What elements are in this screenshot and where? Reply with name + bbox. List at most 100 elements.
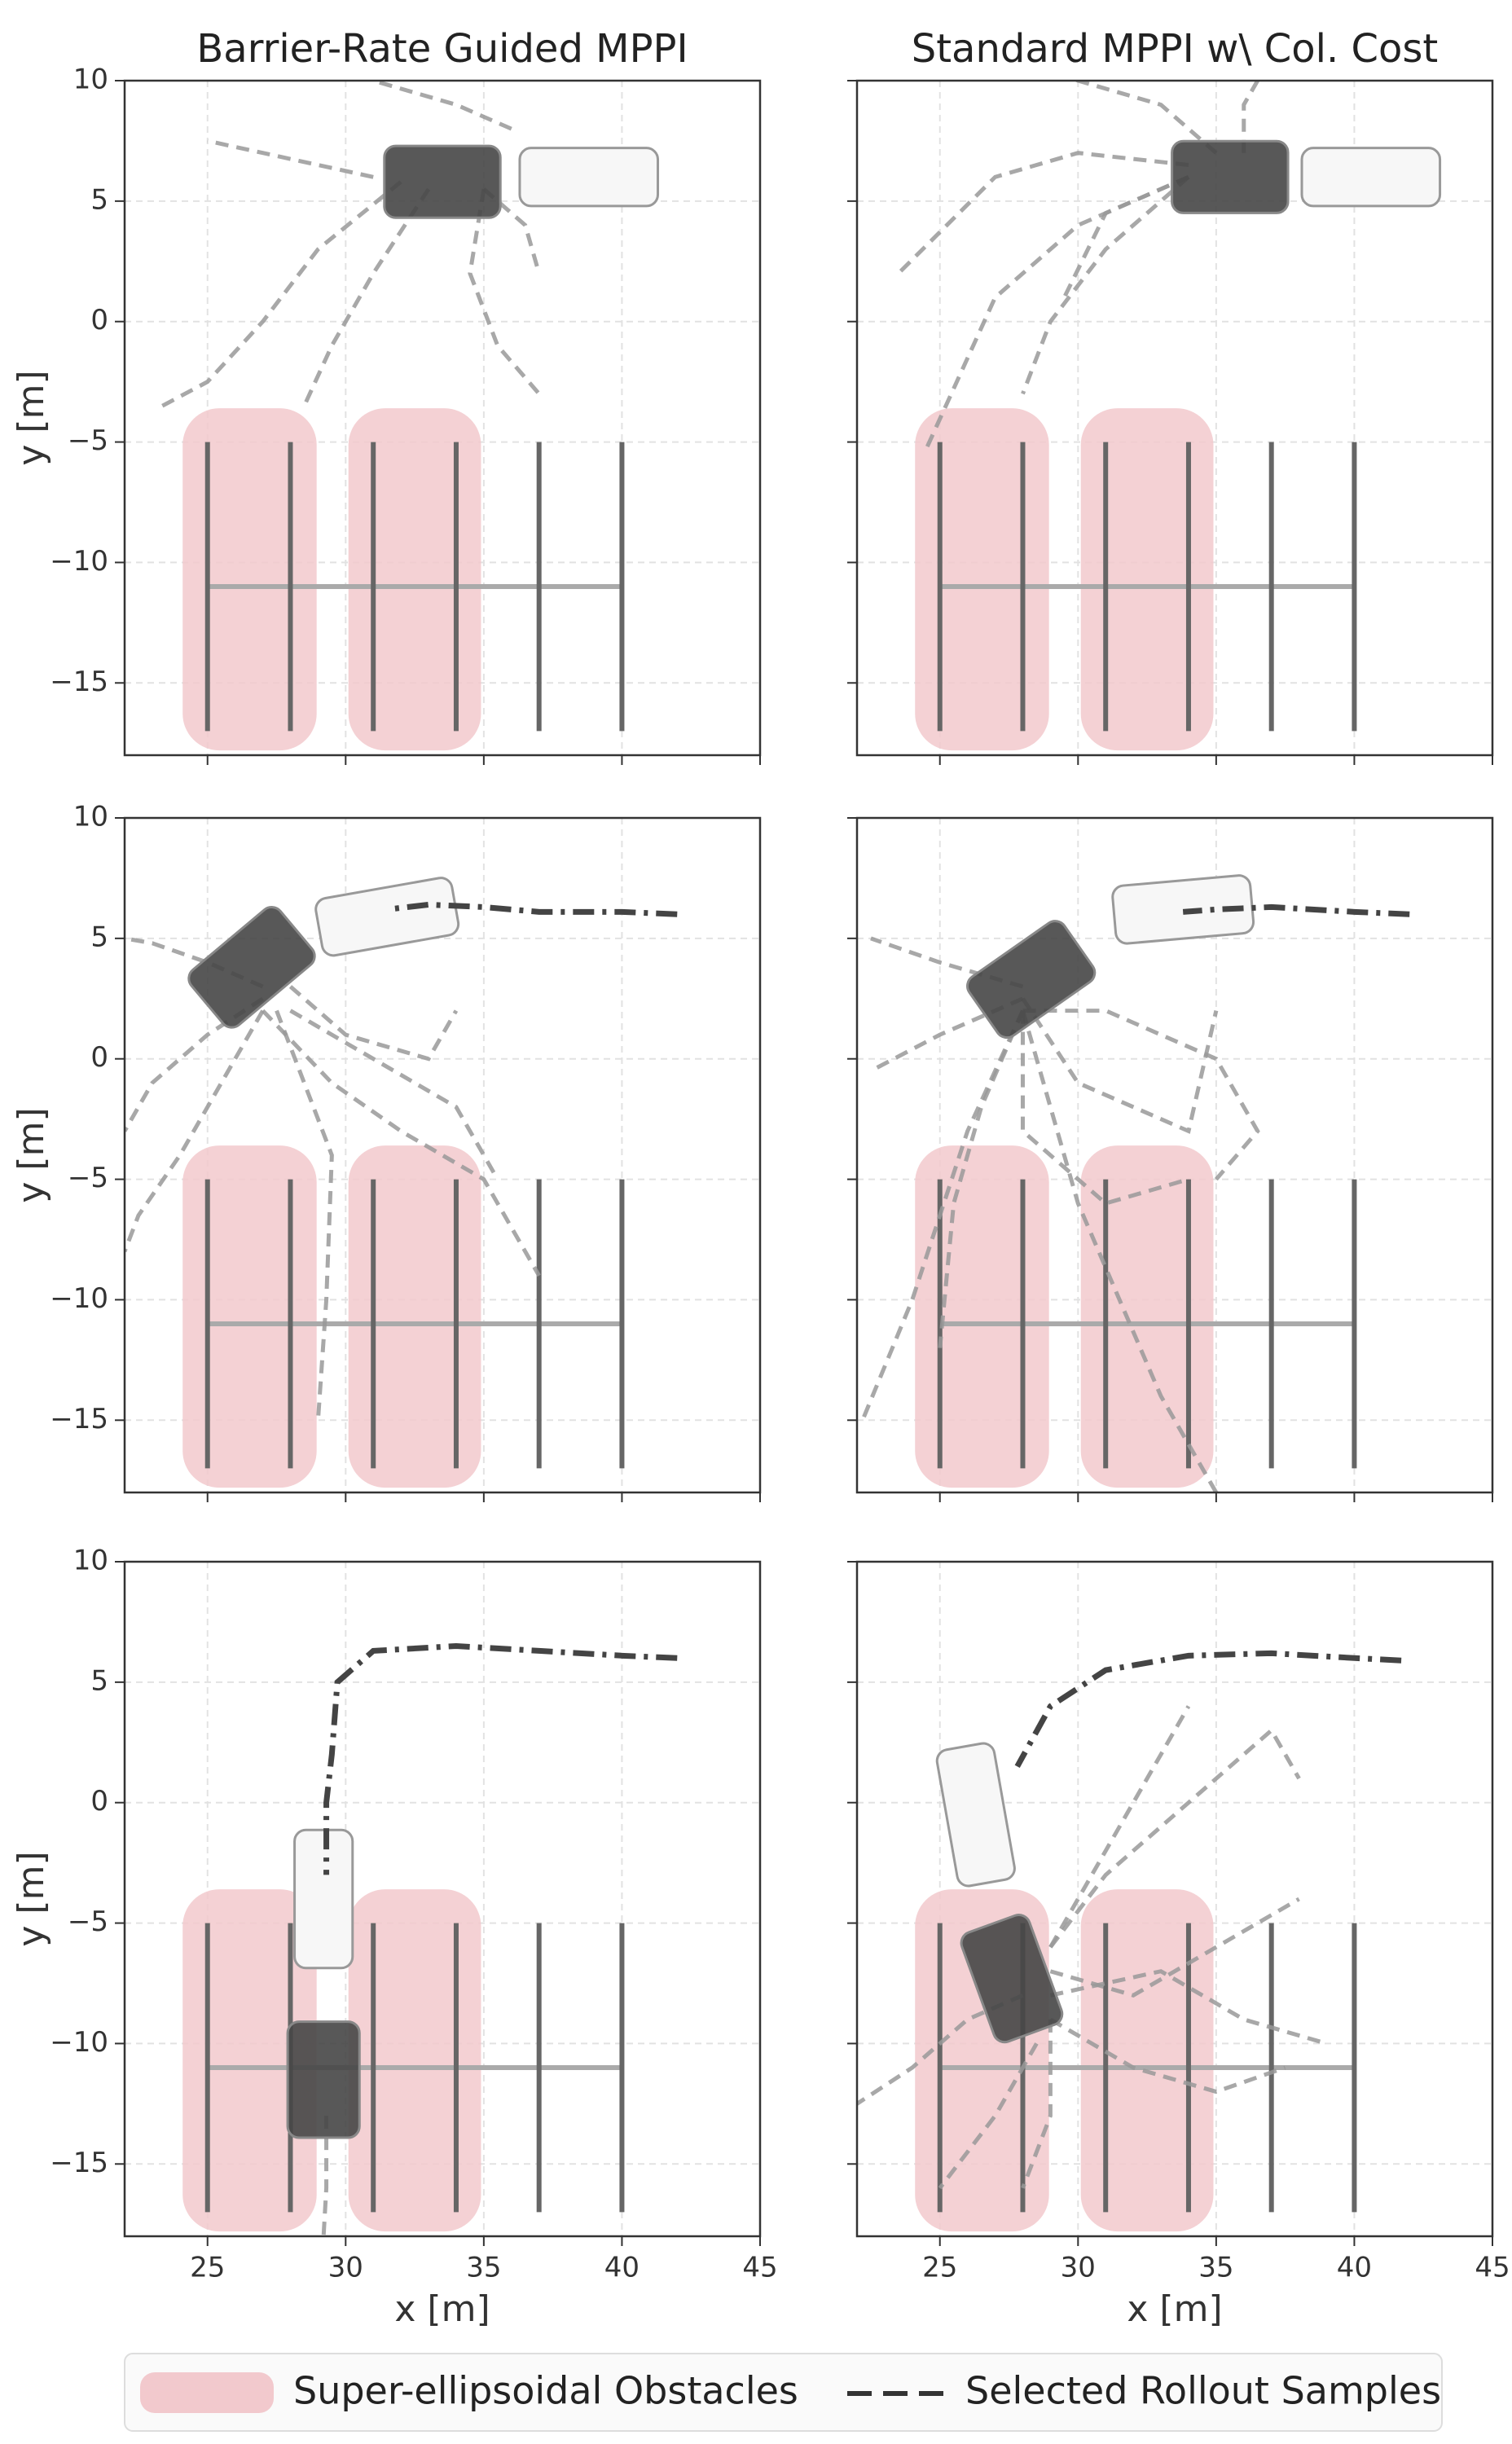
axes-frame — [123, 1560, 762, 2238]
rollout — [288, 985, 459, 1062]
trailer — [187, 906, 316, 1029]
x-axis-label: x [m] — [1127, 2288, 1222, 2330]
panel — [857, 1562, 1492, 2236]
legend-swatch — [140, 2372, 274, 2413]
y-axis-label: y [m] — [11, 1851, 52, 1946]
rollout — [261, 1009, 541, 1277]
x-tick-label: 25 — [190, 2252, 225, 2284]
x-tick-label: 40 — [604, 2252, 640, 2284]
panel — [125, 1562, 760, 2236]
rollout — [924, 174, 1189, 451]
y-tick-label: −15 — [50, 666, 108, 698]
y-tick-label: 0 — [90, 1785, 108, 1818]
selected-path — [386, 901, 678, 917]
rollout — [1062, 174, 1189, 299]
rollout — [1021, 997, 1219, 1134]
selected-path — [1014, 1650, 1402, 1769]
obstacle — [1080, 1889, 1214, 2232]
obstacle — [348, 1889, 481, 2232]
y-tick-label: −10 — [50, 2026, 108, 2059]
axes-frame — [123, 79, 762, 757]
obstacle — [915, 408, 1049, 751]
obstacle — [182, 1145, 317, 1488]
x-tick-label: 35 — [466, 2252, 501, 2284]
legend-label: Selected Rollout Samples — [965, 2369, 1441, 2413]
rollout — [207, 138, 374, 179]
subplot-title: Standard MPPI w\ Col. Cost — [912, 26, 1438, 72]
rollout — [938, 2042, 1039, 2190]
axes-frame — [855, 1560, 1494, 2238]
y-tick-label: −10 — [50, 545, 108, 578]
y-tick-label: 0 — [90, 304, 108, 336]
car — [293, 1828, 354, 1970]
rollout — [860, 1009, 1025, 1422]
subplot-title: Barrier-Rate Guided MPPI — [196, 26, 688, 72]
trailer — [960, 1914, 1064, 2044]
rollout — [1022, 1009, 1260, 1181]
trailer — [383, 144, 502, 219]
rollout — [468, 188, 541, 396]
rollout — [1021, 175, 1190, 395]
rollout — [1242, 81, 1260, 153]
rollout — [897, 151, 1189, 275]
obstacle — [1080, 1145, 1214, 1488]
rollout — [1048, 1727, 1301, 1949]
rollout — [275, 1009, 334, 1421]
panel — [125, 81, 760, 755]
y-tick-label: −15 — [50, 1403, 108, 1435]
x-tick-label: 45 — [742, 2252, 777, 2284]
x-tick-label: 40 — [1337, 2252, 1372, 2284]
rollout — [1021, 2019, 1053, 2189]
rollout — [1049, 2017, 1286, 2095]
y-axis-label: y [m] — [11, 370, 52, 465]
rollout — [289, 1009, 499, 1180]
x-tick-label: 30 — [1061, 2252, 1096, 2284]
rollout — [321, 2116, 329, 2236]
x-axis-label: x [m] — [394, 2288, 490, 2330]
x-tick-label: 25 — [922, 2252, 957, 2284]
y-axis-label: y [m] — [11, 1107, 52, 1202]
y-tick-label: 5 — [90, 183, 108, 216]
y-tick-label: 10 — [73, 1545, 108, 1577]
y-tick-label: −5 — [68, 424, 108, 457]
legend-box — [124, 2353, 1443, 2432]
car — [1300, 147, 1442, 208]
obstacle — [1080, 408, 1214, 751]
rollout — [1049, 1897, 1300, 1998]
legend-label: Super-ellipsoidal Obstacles — [293, 2369, 798, 2413]
rollout — [372, 81, 512, 131]
rollout — [1049, 1969, 1328, 2046]
selected-path — [323, 1642, 678, 1875]
y-tick-label: −15 — [50, 2147, 108, 2179]
panel — [857, 81, 1492, 755]
obstacle — [182, 1889, 317, 2232]
rollout — [156, 180, 402, 411]
y-tick-label: −5 — [68, 1162, 108, 1194]
x-tick-label: 45 — [1475, 2252, 1510, 2284]
rollout — [1073, 81, 1218, 155]
rollout — [302, 187, 431, 407]
trailer — [1171, 139, 1290, 214]
y-tick-label: 10 — [73, 64, 108, 96]
x-tick-label: 30 — [328, 2252, 363, 2284]
obstacle — [182, 408, 317, 751]
obstacle — [348, 408, 481, 751]
y-tick-label: −10 — [50, 1282, 108, 1315]
selected-path — [1182, 903, 1410, 917]
x-tick-label: 35 — [1198, 2252, 1233, 2284]
trailer — [286, 2020, 361, 2139]
y-tick-label: 5 — [90, 1664, 108, 1697]
rollout — [482, 187, 542, 275]
y-tick-label: 10 — [73, 801, 108, 833]
axes-frame — [855, 816, 1494, 1494]
axes-frame — [855, 79, 1494, 757]
y-tick-label: 5 — [90, 921, 108, 953]
panel — [857, 818, 1492, 1492]
y-tick-label: 0 — [90, 1041, 108, 1074]
car — [314, 877, 460, 957]
axes-frame — [123, 816, 762, 1494]
rollout — [1021, 1009, 1219, 1492]
car — [935, 1742, 1016, 1888]
y-tick-label: −5 — [68, 1906, 108, 1938]
